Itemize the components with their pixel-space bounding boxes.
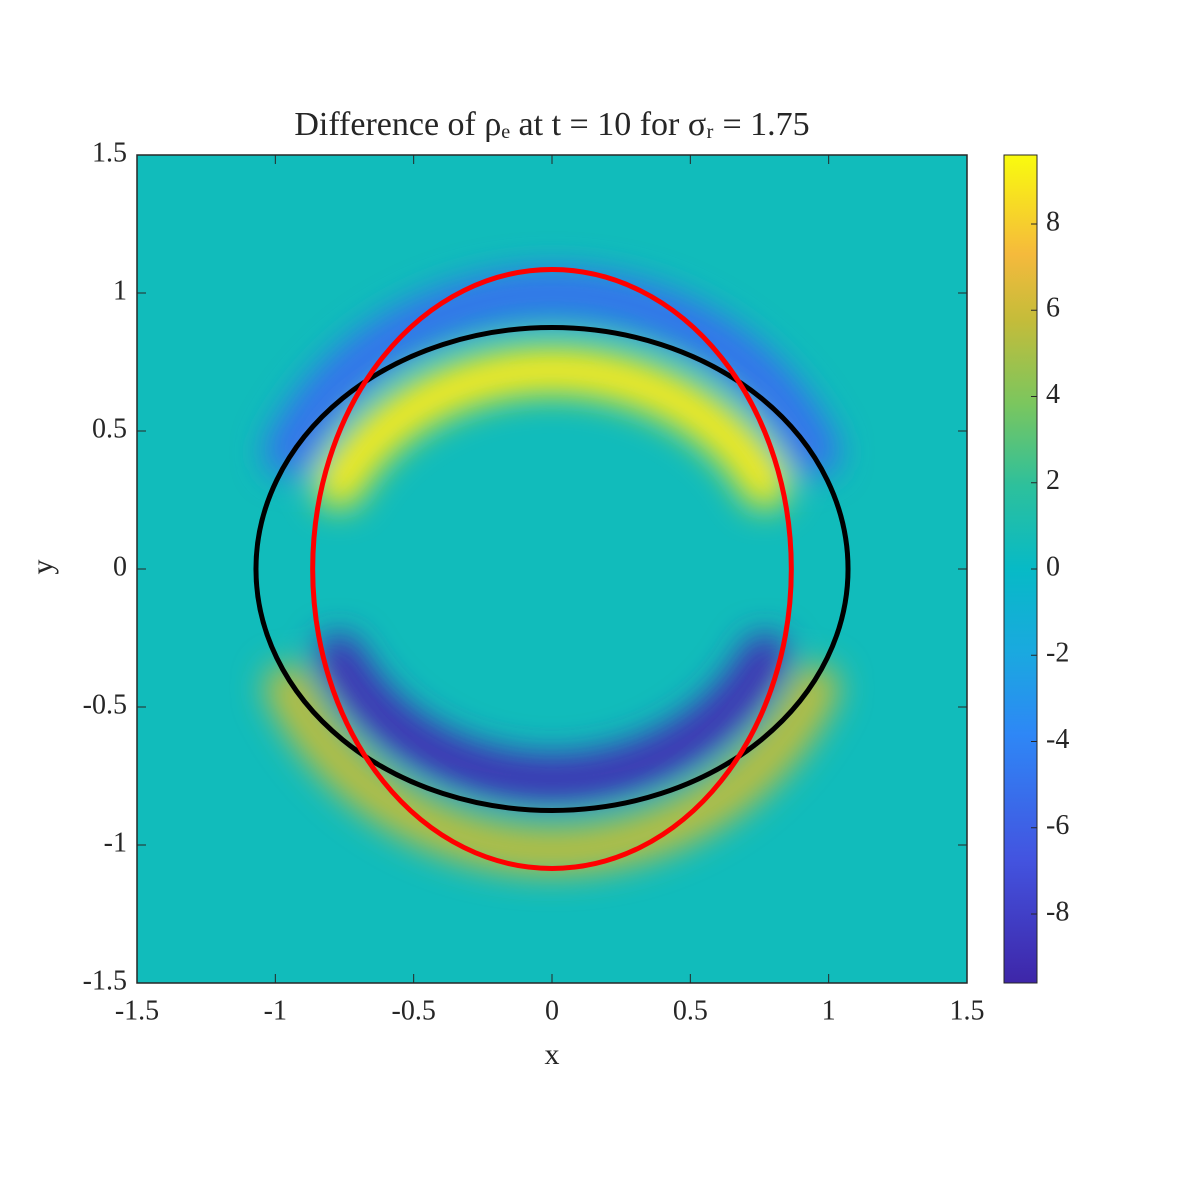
x-tick-label: 0.5 xyxy=(673,995,708,1026)
heatmap-band xyxy=(264,269,840,477)
chart-title: Difference of ρₑ at t = 10 for σᵣ = 1.75 xyxy=(294,106,809,143)
y-tick-label: -1.5 xyxy=(83,965,127,996)
colorbar-tick-label: 0 xyxy=(1046,551,1060,582)
y-tick-label: -0.5 xyxy=(83,689,127,720)
y-axis-label: y xyxy=(26,560,59,575)
x-axis-label: x xyxy=(545,1038,560,1071)
y-tick-label: 1 xyxy=(113,275,127,306)
heatmap-field xyxy=(264,269,840,875)
colorbar-tick-label: 6 xyxy=(1046,293,1060,324)
heatmap-band xyxy=(264,664,840,875)
x-tick-label: 0 xyxy=(545,995,559,1026)
colorbar-tick-label: -6 xyxy=(1046,810,1069,841)
colorbar-tick-label: -2 xyxy=(1046,638,1069,669)
contour-ellipse xyxy=(310,267,794,871)
x-tick-label: -1.5 xyxy=(115,995,159,1026)
colorbar-tick-label: -8 xyxy=(1046,896,1069,927)
heatmap-band xyxy=(314,346,790,509)
colorbar-tick-label: 8 xyxy=(1046,206,1060,237)
y-tick-label: -1 xyxy=(104,827,127,858)
x-tick-label: 1.5 xyxy=(950,995,985,1026)
heatmap-band xyxy=(314,633,790,803)
x-tick-label: -0.5 xyxy=(392,995,436,1026)
x-tick-label: -1 xyxy=(264,995,287,1026)
plot-area xyxy=(137,155,967,983)
y-tick-label: 1.5 xyxy=(92,137,127,168)
colorbar-tick-label: 4 xyxy=(1046,379,1060,410)
colorbar-tick-label: -4 xyxy=(1046,724,1069,755)
y-tick-label: 0 xyxy=(113,551,127,582)
colorbar-tick-label: 2 xyxy=(1046,465,1060,496)
y-tick-label: 0.5 xyxy=(92,413,127,444)
contour-ellipse xyxy=(253,325,851,813)
overlay: -1.5 -1 -0.5 0 0.5 1 1.5 -1.5 -1 -0.5 0 0.5 1 1.5 -8 -6… xyxy=(83,137,1070,1026)
x-tick-label: 1 xyxy=(822,995,836,1026)
